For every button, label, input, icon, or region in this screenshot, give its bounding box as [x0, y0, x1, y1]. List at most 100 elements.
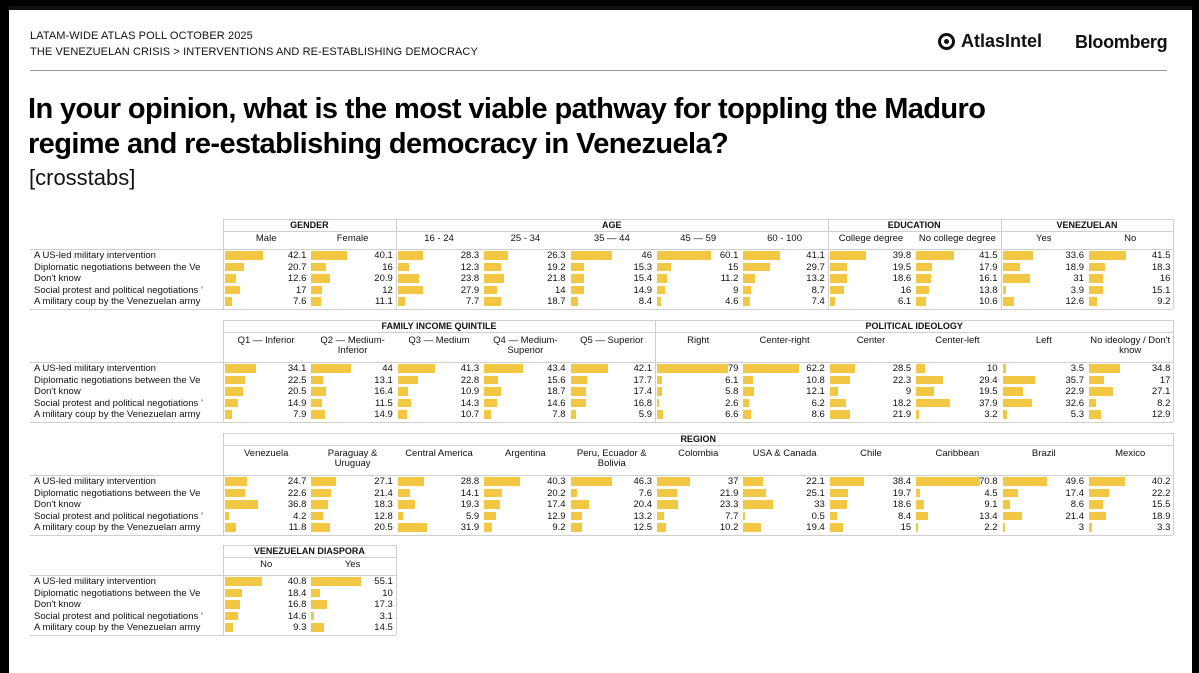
column-header: Yes: [1036, 233, 1052, 244]
value-bar: [311, 285, 323, 294]
value-bar: [570, 285, 584, 294]
column-header: 25 - 34: [510, 233, 541, 244]
value-label: 15: [900, 522, 912, 533]
value-bar: [311, 364, 351, 373]
value-bar: [225, 611, 239, 620]
column-header: Right: [687, 335, 710, 346]
value-bar: [397, 511, 404, 520]
value-bar: [657, 477, 691, 486]
value-label: 14.1: [460, 487, 480, 499]
column-group-header: AGE: [602, 220, 622, 230]
value-label: 5.9: [638, 409, 652, 420]
value-bar: [1089, 251, 1127, 260]
value-bar: [484, 262, 502, 271]
value-label: 15.4: [633, 273, 652, 284]
value-bar: [225, 274, 237, 283]
column-header: Q4 — Medium-Superior: [493, 335, 558, 356]
value-label: 32.6: [1065, 397, 1084, 409]
value-label: 29.7: [806, 261, 825, 273]
group-separator: [827, 219, 829, 309]
value-label: 19.7: [892, 487, 912, 499]
value-label: 21.4: [374, 487, 393, 499]
value-label: 16.8: [287, 599, 307, 610]
value-label: 20.9: [374, 273, 393, 284]
value-bar: [397, 500, 416, 509]
value-label: 44: [382, 363, 393, 374]
value-bar: [657, 262, 671, 271]
value-label: 12.3: [460, 261, 480, 273]
value-label: 27.1: [374, 476, 393, 487]
atlasintel-logo-icon: [938, 33, 955, 50]
row-label: Social protest and political negotiation…: [34, 510, 203, 522]
value-bar: [311, 500, 328, 509]
value-label: 9.1: [984, 499, 998, 510]
table-rule: [30, 249, 1174, 250]
breadcrumb: THE VENEZUELAN CRISIS > INTERVENTIONS AN…: [30, 46, 478, 58]
table-right-edge: [1173, 433, 1175, 535]
value-bar: [657, 297, 662, 306]
value-bar: [397, 285, 423, 294]
value-bar: [829, 477, 865, 486]
value-bar: [916, 387, 934, 396]
value-bar: [743, 274, 756, 283]
value-label: 10.8: [806, 374, 825, 386]
value-label: 0.5: [811, 510, 825, 522]
value-bar: [311, 511, 323, 520]
value-label: 15.5: [1151, 499, 1171, 510]
value-bar: [484, 375, 499, 384]
value-bar: [916, 488, 921, 497]
column-header: Central America: [405, 448, 473, 459]
value-bar: [1002, 500, 1011, 509]
value-bar: [484, 251, 508, 260]
value-label: 22.1: [806, 476, 825, 487]
value-label: 43.4: [547, 363, 566, 374]
value-label: 28.8: [460, 476, 480, 487]
atlasintel-logo: AtlasIntel: [938, 31, 1042, 52]
column-header: No college degree: [918, 233, 996, 244]
value-bar: [1089, 375, 1105, 384]
value-label: 12: [382, 284, 393, 296]
value-bar: [397, 398, 411, 407]
column-group-header: GENDER: [290, 220, 329, 230]
value-label: 7.4: [811, 296, 825, 307]
value-bar: [225, 285, 241, 294]
value-bar: [484, 297, 502, 306]
value-bar: [916, 523, 919, 532]
column-header: Center-left: [935, 335, 980, 346]
column-header: Argentina: [505, 448, 546, 459]
value-label: 5.8: [725, 386, 739, 397]
value-bar: [1002, 410, 1008, 419]
value-bar: [397, 387, 408, 396]
value-bar: [657, 274, 668, 283]
value-bar: [484, 500, 500, 509]
column-header: Mexico: [1115, 448, 1146, 459]
group-separator: [223, 545, 224, 635]
header-divider: [30, 70, 1167, 71]
table-rule: [223, 557, 396, 558]
page-subtitle: [crosstabs]: [29, 165, 136, 190]
group-separator: [655, 320, 656, 422]
value-label: 17.4: [1065, 487, 1084, 499]
table-rule: [223, 332, 1174, 333]
value-label: 20.2: [547, 487, 566, 499]
value-bar: [311, 398, 322, 407]
value-label: 13.2: [806, 273, 825, 284]
value-bar: [311, 375, 324, 384]
table-rule: [223, 219, 1174, 220]
value-label: 25.1: [806, 487, 825, 499]
value-label: 22.9: [1065, 386, 1084, 397]
value-bar: [829, 410, 850, 419]
table-rule: [30, 421, 1174, 423]
value-bar: [225, 262, 244, 271]
row-label: Don't know: [34, 599, 81, 610]
value-bar: [1089, 398, 1097, 407]
value-bar: [225, 375, 246, 384]
value-bar: [570, 511, 583, 520]
value-bar: [311, 623, 325, 632]
value-label: 40.8: [287, 576, 307, 587]
value-bar: [657, 410, 663, 419]
column-header: Caribbean: [935, 448, 980, 459]
value-label: 18.9: [1151, 510, 1171, 522]
value-bar: [484, 511, 496, 520]
value-label: 31.9: [460, 522, 480, 533]
